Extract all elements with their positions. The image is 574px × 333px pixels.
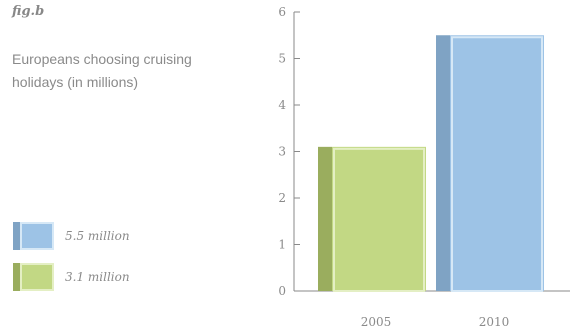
- legend-swatch-green: [13, 263, 54, 291]
- legend-swatch-blue: [13, 222, 54, 250]
- bar-highlight: [451, 36, 543, 292]
- y-tick-label: 0: [278, 284, 286, 298]
- legend-label: 3.1 million: [65, 270, 130, 284]
- legend-item-5-5-million: 5.5 million: [13, 222, 130, 250]
- legend-label: 5.5 million: [65, 229, 130, 243]
- legend: 5.5 million 3.1 million: [13, 222, 130, 304]
- legend-item-3-1-million: 3.1 million: [13, 263, 130, 291]
- y-tick-label: 5: [278, 52, 286, 66]
- y-tick-label: 1: [278, 238, 286, 252]
- y-tick-label: 6: [278, 5, 286, 19]
- figure-label: fig.b: [12, 4, 45, 19]
- bar-side: [436, 35, 450, 291]
- x-tick-label: 2010: [479, 315, 510, 329]
- y-tick-label: 3: [278, 145, 286, 159]
- bar: [450, 35, 544, 291]
- x-tick-label: 2005: [361, 315, 392, 329]
- y-tick-label: 2: [278, 191, 286, 205]
- bar-highlight: [333, 147, 425, 292]
- bar: [332, 146, 426, 291]
- y-tick-label: 4: [278, 98, 286, 112]
- bar-side: [318, 146, 332, 291]
- chart-subtitle: Europeans choosing cruising holidays (in…: [12, 51, 192, 90]
